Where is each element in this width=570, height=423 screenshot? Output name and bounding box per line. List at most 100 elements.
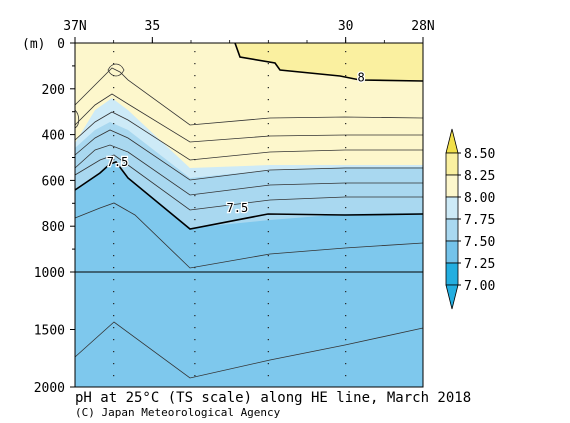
- station-dot: [113, 219, 115, 221]
- x-tick-label: 28N: [411, 19, 434, 34]
- station-dot: [194, 87, 196, 89]
- contour-labels: 8 7.5 7.5: [105, 69, 366, 216]
- station-dot: [194, 183, 196, 185]
- station-dot: [267, 363, 269, 365]
- fill-above-8: [235, 43, 423, 81]
- station-dot: [194, 291, 196, 293]
- colorbar-extend-top: [445, 128, 459, 154]
- colorbar-label: 7.00: [464, 279, 495, 294]
- station-dot: [113, 159, 115, 161]
- station-dot: [267, 339, 269, 341]
- station-dot: [113, 183, 115, 185]
- station-dot: [194, 303, 196, 305]
- colorbar-box: [445, 196, 459, 220]
- station-dot: [113, 63, 115, 65]
- station-dot: [345, 291, 347, 293]
- station-dot: [267, 87, 269, 89]
- colorbar-label: 7.25: [464, 257, 495, 272]
- y-tick-label: 400: [42, 129, 65, 144]
- station-dot: [194, 75, 196, 77]
- station-dot: [345, 147, 347, 149]
- x-tick-label: 30: [338, 19, 354, 34]
- colorbar-extend-bottom: [445, 284, 459, 310]
- colorbar-box: [445, 262, 459, 286]
- station-dot: [113, 267, 115, 269]
- station-dot: [345, 111, 347, 113]
- station-dot: [345, 255, 347, 257]
- station-dot: [345, 99, 347, 101]
- contour-line: [74, 93, 423, 143]
- contour-label: 7.5: [107, 155, 129, 169]
- station-dot: [113, 171, 115, 173]
- station-dot: [345, 243, 347, 245]
- station-dot: [267, 243, 269, 245]
- station-dot: [113, 75, 115, 77]
- colorbar-label: 7.75: [464, 213, 495, 228]
- station-dot: [194, 339, 196, 341]
- y-tick-label: 600: [42, 174, 65, 189]
- contour-lines: [74, 42, 424, 379]
- station-dot: [113, 123, 115, 125]
- station-dot: [267, 171, 269, 173]
- station-dot: [194, 111, 196, 113]
- contour-label: 7.5: [227, 201, 249, 215]
- station-dot: [345, 123, 347, 125]
- station-dot: [113, 243, 115, 245]
- station-dot: [345, 327, 347, 329]
- station-dot: [345, 87, 347, 89]
- contour-loop: [107, 63, 125, 77]
- station-dot: [113, 135, 115, 137]
- station-dot: [113, 255, 115, 257]
- station-dot: [194, 375, 196, 377]
- y-tick-label: 1000: [34, 266, 65, 281]
- station-dot: [194, 99, 196, 101]
- station-dot: [113, 99, 115, 101]
- contour-line-7-5: [74, 161, 424, 230]
- station-dot: [113, 375, 115, 377]
- station-dot: [113, 363, 115, 365]
- station-markers: [113, 51, 347, 377]
- station-dot: [345, 183, 347, 185]
- station-dot: [345, 267, 347, 269]
- station-dot: [194, 327, 196, 329]
- colorbar-box: [445, 218, 459, 242]
- colorbar: 8.50 8.25 8.00 7.75 7.50 7.25 7.00: [445, 128, 495, 310]
- station-dot: [345, 63, 347, 65]
- station-dot: [194, 123, 196, 125]
- station-dot: [345, 171, 347, 173]
- station-dot: [267, 375, 269, 377]
- station-dot: [194, 279, 196, 281]
- station-dot: [113, 315, 115, 317]
- station-dot: [267, 63, 269, 65]
- plot-frame: [74, 42, 424, 388]
- contour-line: [74, 144, 423, 196]
- station-dot: [267, 291, 269, 293]
- station-dot: [345, 75, 347, 77]
- station-dot: [345, 207, 347, 209]
- station-dot: [194, 195, 196, 197]
- station-dot: [345, 363, 347, 365]
- y-tick-label: 0: [57, 37, 65, 52]
- station-dot: [194, 51, 196, 53]
- y-tick-label: 2000: [34, 381, 65, 396]
- station-dot: [267, 147, 269, 149]
- station-dot: [267, 315, 269, 317]
- station-dot: [267, 303, 269, 305]
- station-dot: [345, 351, 347, 353]
- station-dot: [113, 231, 115, 233]
- station-dot: [194, 219, 196, 221]
- station-dot: [194, 315, 196, 317]
- chart-credit: (C) Japan Meteorological Agency: [75, 406, 281, 419]
- contour-edge: [74, 109, 80, 129]
- contour-line: [74, 129, 423, 181]
- colorbar-label: 8.50: [464, 147, 495, 162]
- station-dot: [345, 219, 347, 221]
- station-dot: [267, 255, 269, 257]
- colorbar-label: 8.00: [464, 191, 495, 206]
- station-dot: [267, 123, 269, 125]
- station-dot: [267, 111, 269, 113]
- station-dot: [267, 51, 269, 53]
- chart-title: pH at 25°C (TS scale) along HE line, Mar…: [75, 390, 471, 406]
- station-dot: [113, 207, 115, 209]
- x-tick-label: 35: [145, 19, 161, 34]
